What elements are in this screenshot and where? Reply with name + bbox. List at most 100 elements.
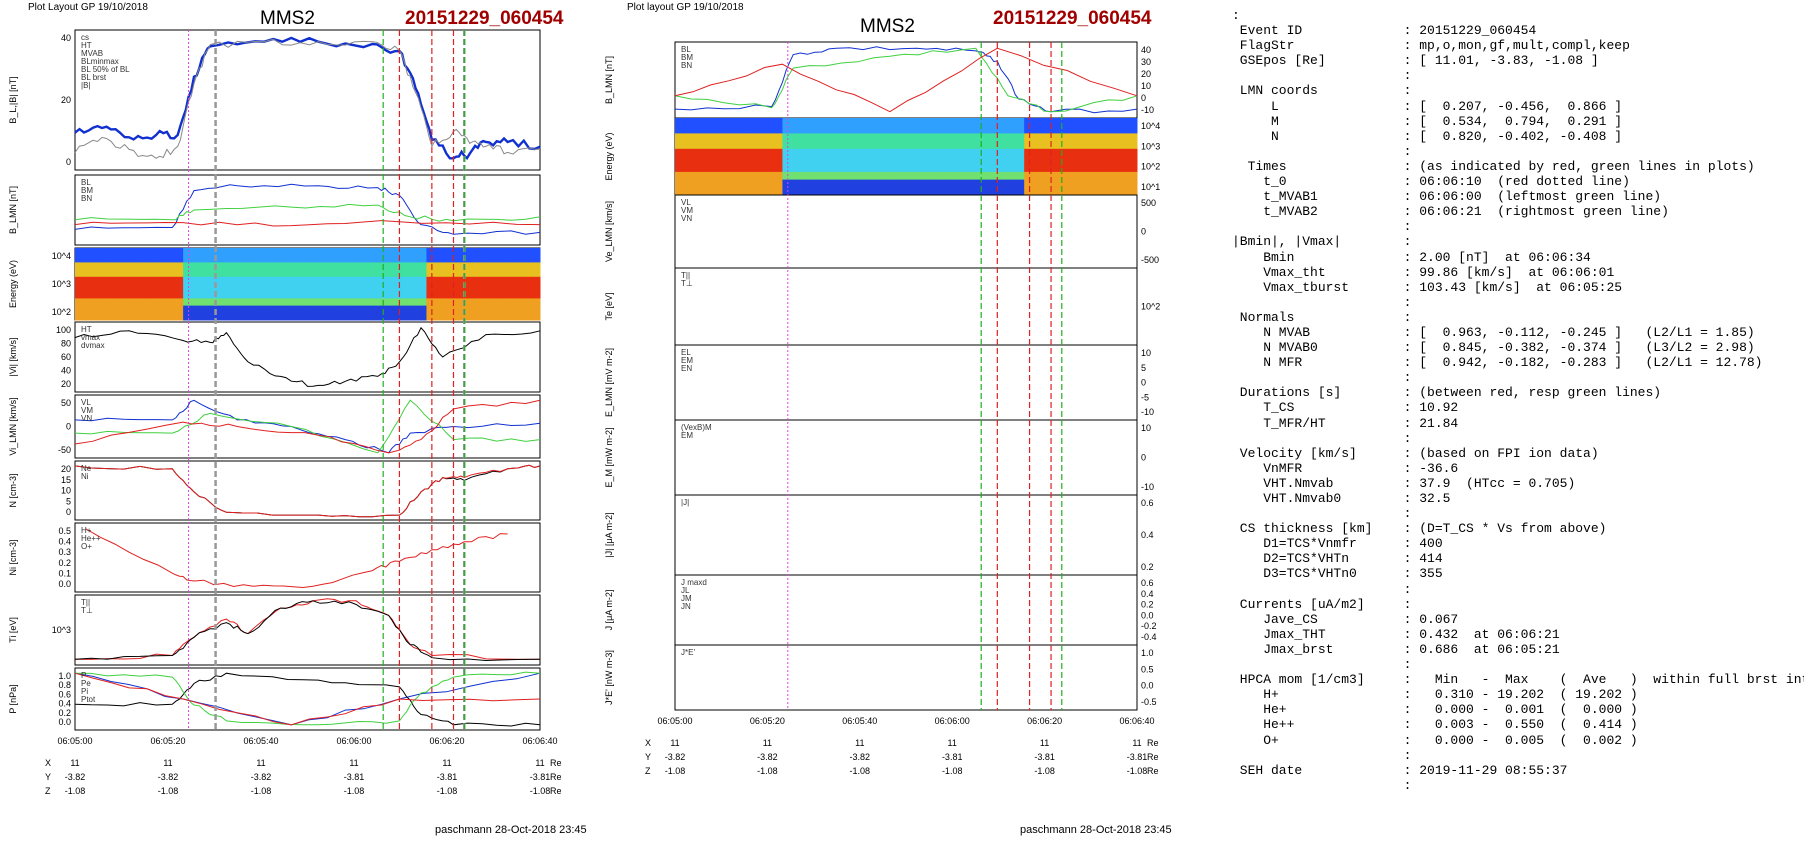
spectrogram-cell bbox=[798, 125, 805, 134]
spectrogram-cell bbox=[707, 187, 714, 196]
spectrogram-cell bbox=[469, 298, 476, 307]
spectrogram-cell bbox=[954, 133, 961, 142]
spectrogram-cell bbox=[841, 164, 848, 173]
spectrogram-cell bbox=[820, 171, 826, 181]
spectrogram-cell bbox=[404, 305, 411, 314]
spectrogram-cell bbox=[442, 291, 449, 299]
spectrogram-cell bbox=[857, 148, 864, 157]
spectrogram-cell bbox=[502, 248, 509, 256]
spectrogram-cell bbox=[134, 298, 141, 307]
position-unit: Re bbox=[550, 758, 562, 768]
spectrogram-cell bbox=[285, 312, 292, 321]
spectrogram-cell bbox=[863, 156, 869, 165]
spectrogram-cell bbox=[793, 141, 800, 150]
position-value: -3.82 bbox=[65, 772, 86, 782]
spectrogram-cell bbox=[464, 276, 471, 285]
spectrogram-cell bbox=[523, 312, 530, 321]
y-tick-label: -0.2 bbox=[1141, 621, 1157, 631]
spectrogram-cell bbox=[388, 284, 395, 292]
spectrogram-cell bbox=[965, 133, 971, 142]
spectrogram-cell bbox=[350, 298, 357, 307]
spectrogram-cell bbox=[895, 133, 902, 142]
spectrogram-cell bbox=[85, 248, 92, 256]
spectrogram-cell bbox=[518, 248, 525, 256]
spectrogram-cell bbox=[760, 164, 767, 173]
spectrogram-cell bbox=[193, 298, 200, 307]
spectrogram-cell bbox=[529, 305, 536, 314]
spectrogram-cell bbox=[1013, 171, 1020, 181]
spectrogram-cell bbox=[183, 248, 190, 256]
spectrogram-cell bbox=[954, 179, 961, 188]
spectrogram-cell bbox=[85, 312, 92, 321]
spectrogram-cell bbox=[383, 284, 390, 292]
summary-line: H+ : 0.310 - 19.202 ( 19.202 ) bbox=[1263, 687, 1638, 703]
spectrogram-cell bbox=[258, 312, 265, 321]
spectrogram-cell bbox=[1024, 148, 1031, 157]
spectrogram-cell bbox=[442, 305, 449, 314]
spectrogram-cell bbox=[231, 276, 238, 285]
spectrogram-cell bbox=[269, 305, 276, 314]
spectrogram-cell bbox=[91, 305, 98, 314]
y-tick-label: 0.2 bbox=[1141, 562, 1154, 572]
y-tick-label: -0.5 bbox=[1141, 697, 1157, 707]
spectrogram-cell bbox=[873, 156, 880, 165]
spectrogram-cell bbox=[345, 262, 352, 271]
spectrogram-cell bbox=[226, 269, 233, 278]
spectrogram-cell bbox=[777, 164, 783, 173]
spectrogram-cell bbox=[356, 255, 363, 263]
spectrogram-cell bbox=[469, 284, 476, 292]
spectrogram-cell bbox=[377, 255, 384, 263]
legend-entry: BM bbox=[681, 53, 693, 62]
spectrogram-cell bbox=[123, 312, 130, 321]
spectrogram-cell bbox=[112, 291, 119, 299]
y-axis-label: E_M [mW m-2] bbox=[604, 428, 614, 488]
spectrogram-cell bbox=[534, 305, 541, 314]
spectrogram-cell bbox=[491, 312, 498, 321]
spectrogram-cell bbox=[717, 118, 724, 127]
spectrogram-cell bbox=[404, 276, 411, 285]
spectrogram-cell bbox=[410, 255, 417, 263]
time-tick-label: 06:05:20 bbox=[750, 716, 785, 726]
legend-entry: T⊥ bbox=[681, 279, 693, 288]
y-tick-label: 10^2 bbox=[1141, 162, 1160, 172]
summary-line: : bbox=[1403, 657, 1412, 673]
spectrogram-cell bbox=[118, 298, 125, 307]
spectrogram-cell bbox=[253, 305, 260, 314]
spectrogram-cell bbox=[166, 305, 173, 314]
spectrogram-cell bbox=[1104, 156, 1111, 165]
spectrogram-cell bbox=[437, 255, 444, 263]
spectrogram-cell bbox=[134, 248, 141, 256]
spectrogram-cell bbox=[312, 255, 319, 263]
spectrogram-cell bbox=[739, 133, 746, 142]
spectrogram-cell bbox=[680, 125, 687, 134]
spectrogram-cell bbox=[809, 187, 816, 196]
spectrogram-cell bbox=[307, 255, 314, 263]
spectrogram-cell bbox=[75, 298, 81, 307]
spectrogram-cell bbox=[1077, 125, 1084, 134]
spectrogram-cell bbox=[507, 291, 514, 299]
spectrogram-cell bbox=[1131, 179, 1138, 188]
spectrogram-cell bbox=[502, 305, 509, 314]
spectrogram-cell bbox=[922, 156, 928, 165]
spectrogram-cell bbox=[701, 164, 708, 173]
spectrogram-cell bbox=[744, 118, 751, 127]
spectrogram-cell bbox=[1002, 179, 1009, 188]
spectrogram-cell bbox=[707, 179, 714, 188]
spectrogram-cell bbox=[215, 284, 222, 292]
spectrogram-cell bbox=[323, 255, 330, 263]
spectrogram-cell bbox=[1018, 125, 1025, 134]
spectrogram-cell bbox=[1045, 118, 1052, 127]
spectrogram-cell bbox=[199, 298, 206, 307]
spectrogram-cell bbox=[1040, 171, 1047, 181]
spectrogram-cell bbox=[1040, 141, 1047, 150]
spectrogram-cell bbox=[916, 179, 923, 188]
spectrogram-cell bbox=[868, 141, 875, 150]
legend-entry: VL bbox=[81, 398, 91, 407]
spectrogram-cell bbox=[269, 248, 276, 256]
spectrogram-cell bbox=[512, 298, 519, 307]
spectrogram-cell bbox=[1045, 187, 1052, 196]
y-tick-label: 20 bbox=[61, 379, 71, 389]
spectrogram-cell bbox=[150, 269, 157, 278]
spectrogram-cell bbox=[339, 312, 346, 321]
spectrogram-cell bbox=[766, 148, 773, 157]
